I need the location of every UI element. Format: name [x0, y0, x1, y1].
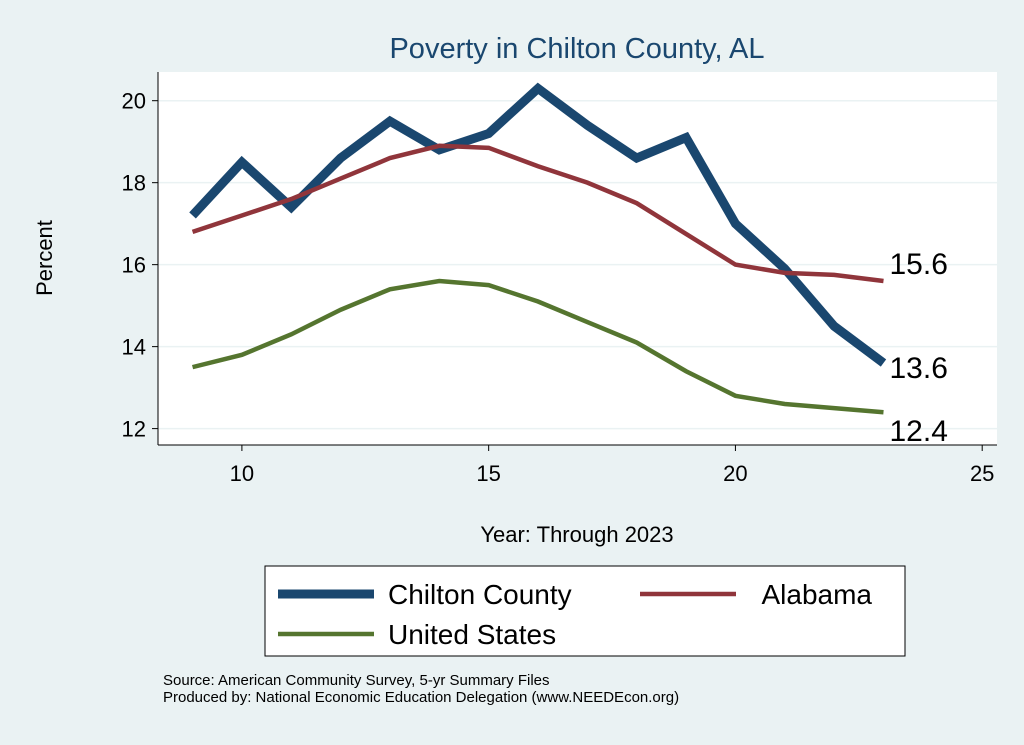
produced-note: Produced by: National Economic Education…	[163, 689, 680, 706]
y-axis-label: Percent	[32, 220, 57, 296]
y-tick-label: 16	[122, 253, 146, 278]
legend-label: United States	[388, 619, 556, 650]
y-tick-label: 12	[122, 417, 146, 442]
y-tick-label: 20	[122, 89, 146, 114]
x-tick-label: 20	[723, 461, 747, 486]
x-tick-label: 15	[476, 461, 500, 486]
x-axis-label: Year: Through 2023	[480, 522, 673, 547]
x-tick-label: 25	[970, 461, 994, 486]
end-label: 15.6	[889, 248, 947, 281]
y-tick-label: 14	[122, 335, 146, 360]
y-tick-label: 18	[122, 171, 146, 196]
x-tick-label: 10	[230, 461, 254, 486]
end-label: 12.4	[889, 415, 947, 448]
chart-title: Poverty in Chilton County, AL	[389, 33, 764, 65]
end-label: 13.6	[889, 352, 947, 385]
legend-label: Chilton County	[388, 579, 572, 610]
series-line-united-states	[192, 278, 884, 415]
legend	[264, 565, 906, 657]
series-line-alabama	[191, 143, 884, 284]
legend-label: Alabama	[761, 579, 872, 610]
source-note: Source: American Community Survey, 5-yr …	[163, 672, 550, 689]
plot-area	[158, 72, 997, 445]
